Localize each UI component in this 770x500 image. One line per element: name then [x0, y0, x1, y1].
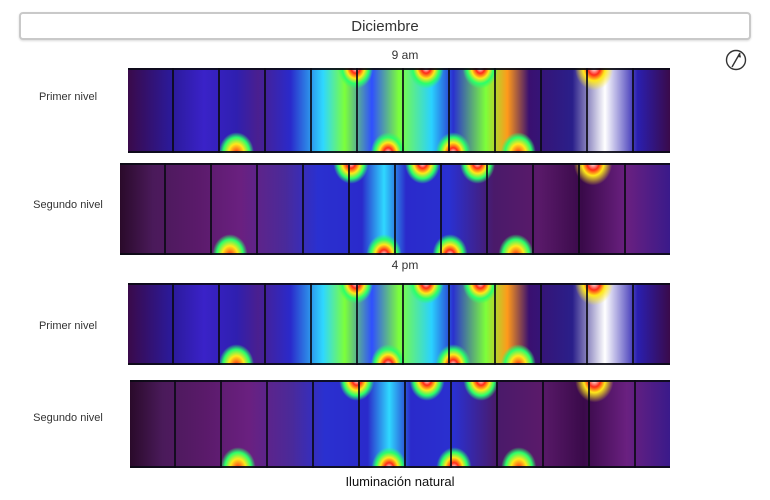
heatmap-second-level-morning	[120, 163, 670, 255]
month-title: Diciembre	[351, 17, 419, 35]
north-arrow-icon	[725, 49, 747, 71]
heatmap-first-level-morning	[128, 68, 670, 153]
level-label-first-morning: Primer nivel	[38, 91, 98, 103]
heatmap-first-level-afternoon	[128, 283, 670, 365]
level-label-second-afternoon: Segundo nivel	[33, 412, 103, 424]
heatmap-second-level-afternoon	[130, 380, 670, 468]
time-label-afternoon: 4 pm	[391, 258, 419, 272]
time-label-morning: 9 am	[391, 48, 419, 62]
level-label-second-morning: Segundo nivel	[33, 199, 103, 211]
month-title-box: Diciembre	[19, 12, 751, 40]
figure-caption: Iluminación natural	[345, 474, 455, 489]
level-label-first-afternoon: Primer nivel	[38, 320, 98, 332]
